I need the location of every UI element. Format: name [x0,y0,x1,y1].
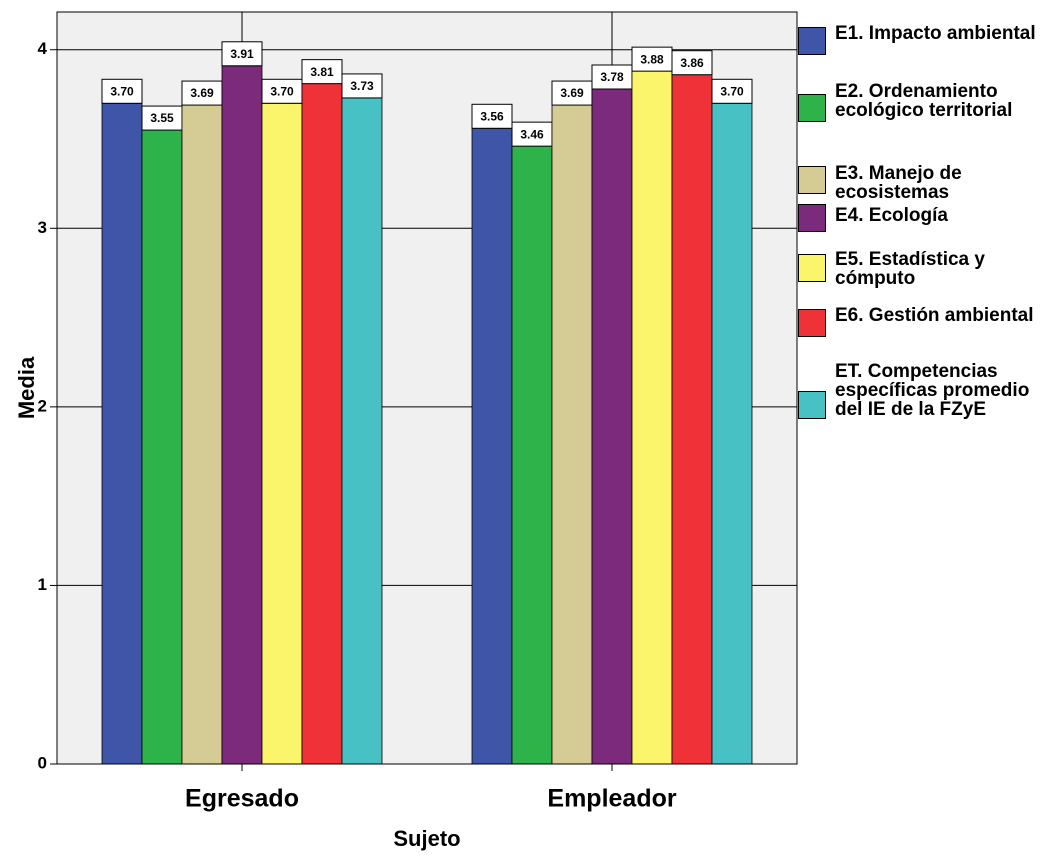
value-label: 3.69 [560,86,584,100]
value-label: 3.88 [640,52,664,66]
bar [141,129,183,765]
legend-swatch [798,254,826,282]
legend-label: E4. Ecología [835,205,948,226]
value-label: 3.81 [310,65,334,79]
y-tick-label: 2 [38,396,47,415]
y-axis-label: Media [14,356,39,419]
x-tick-label: Empleador [547,785,676,813]
value-label-box [671,50,713,76]
value-label: 3.69 [190,86,214,100]
value-label: 3.46 [520,127,544,141]
legend-swatch [798,27,826,55]
legend-swatch [798,391,826,419]
bar [551,104,593,765]
legend-label: E5. Estadística y cómputo [835,249,985,289]
bar [341,97,383,765]
value-label-box [551,80,593,106]
bar [711,102,753,765]
value-label: 3.78 [600,70,624,84]
x-tick-label: Egresado [185,785,299,813]
value-label: 3.56 [480,109,504,123]
legend-swatch [798,204,826,232]
value-label-box [301,59,343,85]
value-label: 3.86 [680,56,704,70]
legend-swatch [798,309,826,337]
value-label: 3.70 [720,84,744,98]
value-label: 3.91 [230,47,254,61]
value-label: 3.70 [270,84,294,98]
bar [101,102,143,765]
legend-swatch [798,94,826,122]
x-axis-label: Sujeto [393,826,460,851]
bar [221,65,263,765]
y-tick-label: 3 [38,218,47,237]
value-label-box [101,78,143,104]
bar [471,127,513,765]
bar [591,88,633,765]
value-label-box [711,78,753,104]
value-label-box [141,105,183,131]
plot-border [56,11,798,765]
value-label: 3.70 [110,84,134,98]
bar [301,83,343,765]
bar [631,70,673,765]
y-tick-label: 0 [38,753,47,772]
value-label-box [341,73,383,99]
bar [181,104,223,765]
bar [671,74,713,765]
y-tick-label: 4 [38,39,48,58]
legend-label: E3. Manejo de ecosistemas [835,163,962,203]
legend-label: ET. Competencias específicas promedio de… [835,361,1030,420]
value-label-box [511,121,553,147]
value-label: 3.55 [150,111,174,125]
bar [511,145,553,765]
value-label-box [591,64,633,90]
bar [261,102,303,765]
value-label-box [471,103,513,129]
y-tick-label: 1 [38,575,47,594]
legend-label: E2. Ordenamiento ecológico territorial [835,81,1013,121]
legend-label: E6. Gestión ambiental [835,305,1034,326]
legend-label: E1. Impacto ambiental [835,23,1036,44]
value-label: 3.73 [350,79,374,93]
value-label-box [181,80,223,106]
value-label-box [221,41,263,67]
value-label-box [261,78,303,104]
legend-swatch [798,166,826,194]
